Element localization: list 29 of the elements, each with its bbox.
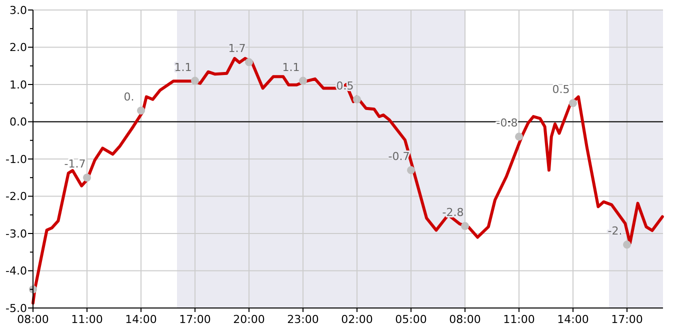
annotation: -2.	[608, 224, 622, 238]
x-tick-label: 17:00	[611, 313, 643, 326]
x-tick-label: 08:00	[17, 313, 49, 326]
y-tick-label: -2.0	[6, 190, 27, 204]
y-tick-label: -4.0	[6, 264, 27, 278]
x-tick-label: 23:00	[287, 313, 319, 326]
annotation: 1.1	[282, 60, 300, 74]
x-tick-label: 14:00	[125, 313, 157, 326]
x-tick-label: 11:00	[503, 313, 535, 326]
x-tick-label: 02:00	[341, 313, 373, 326]
annotation: -2.8	[442, 206, 464, 220]
x-tick-label: 11:00	[71, 313, 103, 326]
annotation: 1.1	[174, 60, 192, 74]
y-tick-label: 0.0	[10, 116, 27, 129]
x-tick-label: 20:00	[233, 313, 265, 326]
y-tick-label: 3.0	[10, 4, 27, 17]
x-tick-label: 08:00	[449, 313, 481, 326]
annotation: 1.7	[228, 42, 246, 56]
annotation: 0.	[124, 90, 134, 104]
annotation: -1.7	[64, 158, 86, 171]
y-tick-label: 2.0	[10, 41, 27, 54]
y-tick-label: -5.0	[6, 302, 27, 315]
x-tick-label: 14:00	[557, 313, 589, 326]
y-tick-label: -1.0	[6, 152, 27, 166]
x-tick-label: 17:00	[179, 313, 211, 326]
annotation: 0.5	[552, 83, 570, 96]
y-tick-label: -3.0	[6, 227, 27, 240]
y-tick-label: 1.0	[10, 78, 27, 92]
x-tick-label: 05:00	[395, 313, 427, 326]
